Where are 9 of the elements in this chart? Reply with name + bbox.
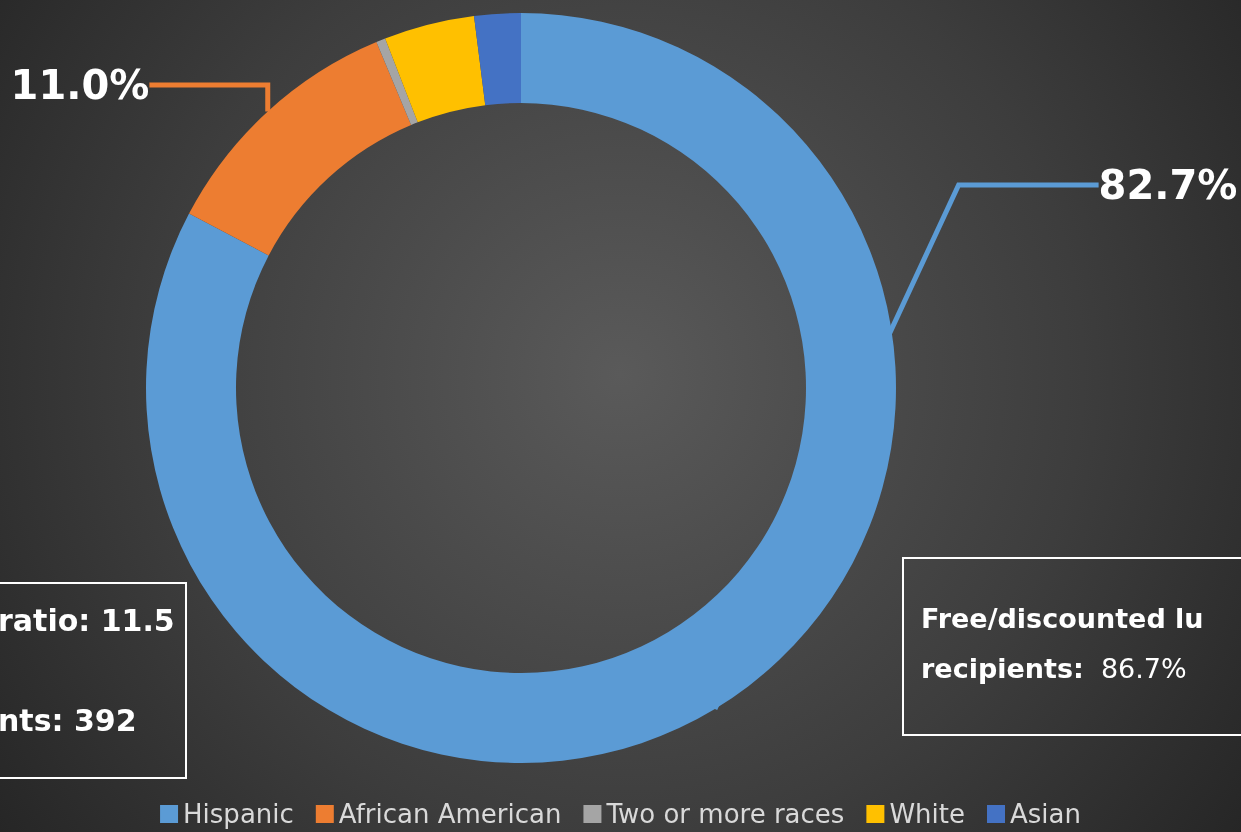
data-label: 11.0% — [10, 62, 150, 108]
data-label: 82.7% — [1098, 162, 1238, 208]
legend-label: African American — [338, 799, 562, 829]
legend-label: Two or more races — [605, 799, 845, 829]
text: nts: 392 — [0, 702, 137, 738]
text: ratio: 11.5 — [0, 602, 175, 638]
legend-label: Asian — [1009, 799, 1081, 829]
legend-label: White — [889, 799, 965, 829]
legend-label: Hispanic — [183, 799, 294, 829]
